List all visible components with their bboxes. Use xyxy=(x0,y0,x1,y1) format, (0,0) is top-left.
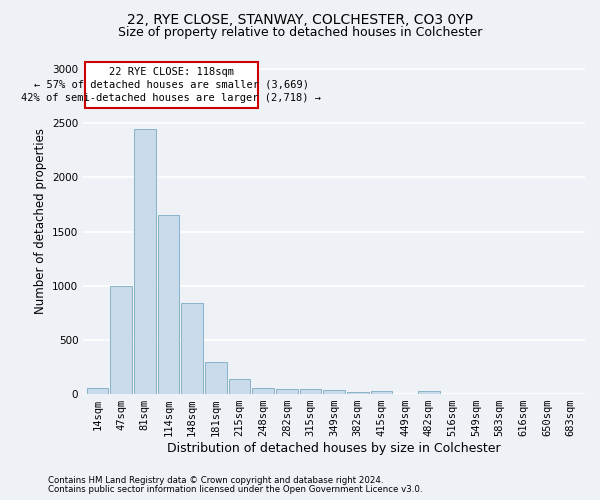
Bar xyxy=(158,216,179,394)
Bar xyxy=(181,303,203,394)
X-axis label: Distribution of detached houses by size in Colchester: Distribution of detached houses by size … xyxy=(167,442,501,455)
Bar xyxy=(110,286,132,394)
FancyBboxPatch shape xyxy=(85,62,258,108)
Text: 42% of semi-detached houses are larger (2,718) →: 42% of semi-detached houses are larger (… xyxy=(22,93,322,103)
Bar xyxy=(229,379,250,394)
Text: Size of property relative to detached houses in Colchester: Size of property relative to detached ho… xyxy=(118,26,482,39)
Bar xyxy=(418,391,440,394)
Bar xyxy=(205,362,227,394)
Text: 22, RYE CLOSE, STANWAY, COLCHESTER, CO3 0YP: 22, RYE CLOSE, STANWAY, COLCHESTER, CO3 … xyxy=(127,12,473,26)
Bar xyxy=(371,391,392,394)
Text: Contains public sector information licensed under the Open Government Licence v3: Contains public sector information licen… xyxy=(48,484,422,494)
Text: 22 RYE CLOSE: 118sqm: 22 RYE CLOSE: 118sqm xyxy=(109,67,234,77)
Bar xyxy=(134,128,155,394)
Bar xyxy=(252,388,274,394)
Bar xyxy=(323,390,345,394)
Text: Contains HM Land Registry data © Crown copyright and database right 2024.: Contains HM Land Registry data © Crown c… xyxy=(48,476,383,485)
Bar xyxy=(299,388,322,394)
Bar xyxy=(86,388,108,394)
Y-axis label: Number of detached properties: Number of detached properties xyxy=(34,128,47,314)
Bar xyxy=(276,388,298,394)
Text: ← 57% of detached houses are smaller (3,669): ← 57% of detached houses are smaller (3,… xyxy=(34,80,309,90)
Bar xyxy=(347,392,368,394)
